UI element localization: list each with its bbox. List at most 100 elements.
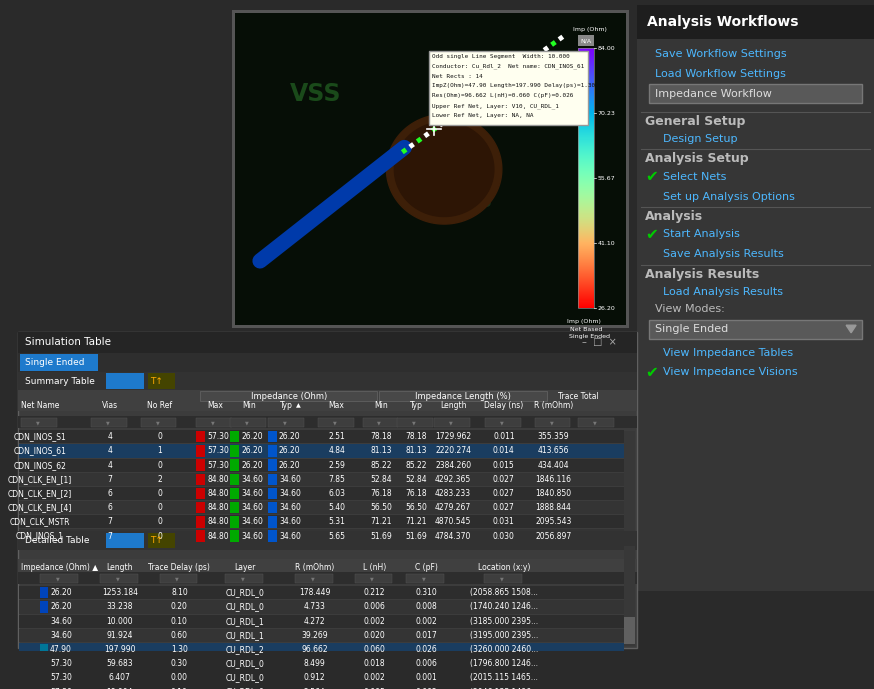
Bar [40,644,48,655]
Bar [100,574,137,584]
Text: VSS: VSS [290,81,342,105]
Text: 7: 7 [108,475,112,484]
Bar [197,502,205,513]
Bar [268,445,277,457]
Text: 413.656: 413.656 [538,446,569,455]
Text: 0.026: 0.026 [415,645,437,654]
Text: 0.10: 0.10 [171,617,188,626]
Text: 34.60: 34.60 [241,475,263,484]
Text: 71.21: 71.21 [406,517,427,526]
Text: Simulation Table: Simulation Table [25,337,111,347]
Text: 26.20: 26.20 [279,446,301,455]
Text: 0.212: 0.212 [364,588,385,597]
Text: CDN_INOS_1: CDN_INOS_1 [16,531,64,541]
Bar [230,488,239,499]
Text: CU_RDL_2: CU_RDL_2 [225,645,265,654]
Text: 4283.233: 4283.233 [435,489,471,498]
Text: 8.499: 8.499 [304,659,326,668]
Text: 4: 4 [108,432,112,441]
Bar [318,418,354,427]
Text: 34.60: 34.60 [279,517,301,526]
Text: 0.060: 0.060 [364,645,385,654]
Text: 2056.897: 2056.897 [536,531,572,541]
Text: 57.30: 57.30 [50,688,72,689]
Text: 0: 0 [157,489,162,498]
Text: CDN_CLK_EN_[4]: CDN_CLK_EN_[4] [8,503,73,512]
Text: (1740.240 1246...: (1740.240 1246... [470,602,538,611]
Text: 26.20: 26.20 [597,306,615,311]
Bar [19,615,624,628]
Text: Layer: Layer [234,563,256,572]
Text: 2: 2 [157,475,162,484]
Text: 84.80: 84.80 [207,531,229,541]
Text: 0.020: 0.020 [364,631,385,640]
Text: Upper Ref Net, Layer: V10, CU_RDL_1: Upper Ref Net, Layer: V10, CU_RDL_1 [432,103,559,109]
Text: ▼: ▼ [56,576,59,581]
Bar [19,671,624,684]
Text: 0.310: 0.310 [415,588,437,597]
Text: 7: 7 [108,531,112,541]
Bar [19,529,624,543]
Bar [40,574,78,584]
Text: 33.238: 33.238 [107,602,133,611]
Text: 55.67: 55.67 [597,176,615,181]
Text: 34.60: 34.60 [241,489,263,498]
Text: 84.80: 84.80 [207,503,229,512]
Bar [106,373,143,389]
Bar [18,371,637,391]
Text: 1846.116: 1846.116 [536,475,572,484]
Text: 8.10: 8.10 [171,588,188,597]
Text: 6: 6 [108,503,112,512]
Bar [18,531,637,551]
Text: 34.60: 34.60 [279,503,301,512]
Text: Impedance Workflow: Impedance Workflow [656,89,772,99]
Text: 26.20: 26.20 [279,432,301,441]
Text: 34.60: 34.60 [241,517,263,526]
Bar [230,502,239,513]
Text: 85.22: 85.22 [406,461,427,470]
Text: Analysis Setup: Analysis Setup [645,152,749,165]
Bar [637,5,874,39]
Text: 57.30: 57.30 [207,461,229,470]
Text: 0.030: 0.030 [493,531,515,541]
Text: ▼: ▼ [156,420,159,425]
Text: ▼: ▼ [378,420,381,425]
Text: 0.015: 0.015 [493,461,515,470]
Text: Single Ended: Single Ended [656,324,728,334]
Text: 81.13: 81.13 [406,446,427,455]
Text: Single Ended: Single Ended [25,358,85,367]
Text: CU_RDL_0: CU_RDL_0 [225,673,265,682]
Text: 0.002: 0.002 [364,673,385,682]
Text: 0: 0 [157,503,162,512]
Text: Length: Length [107,563,133,572]
Text: ▼: ▼ [422,576,426,581]
Text: 1.30: 1.30 [171,645,188,654]
Bar [18,332,637,353]
Text: 4279.267: 4279.267 [435,503,471,512]
Text: R (mOhm): R (mOhm) [295,563,335,572]
Text: 52.84: 52.84 [406,475,427,484]
Text: 1840.850: 1840.850 [536,489,572,498]
Text: 0.017: 0.017 [415,631,437,640]
Bar [19,487,624,500]
Bar [91,418,127,427]
Text: (3185.000 2395...: (3185.000 2395... [469,617,538,626]
Text: ▼: ▼ [241,576,245,581]
Text: Design Setup: Design Setup [663,134,738,144]
Text: Typ: Typ [410,401,423,410]
Text: 5.65: 5.65 [328,531,345,541]
Text: 0.10: 0.10 [171,688,188,689]
Text: 0: 0 [157,432,162,441]
Text: Detailed Table: Detailed Table [25,536,90,545]
Text: R (mOhm): R (mOhm) [534,401,573,410]
Bar [19,586,624,599]
Text: Typ: Typ [281,401,294,410]
Text: 71.21: 71.21 [371,517,392,526]
Text: 84.80: 84.80 [207,489,229,498]
Text: Min: Min [375,401,388,410]
Bar [40,601,48,613]
Bar [19,458,624,472]
Text: ▼: ▼ [333,420,336,425]
Text: 51.69: 51.69 [406,531,427,541]
Text: 57.30: 57.30 [50,673,72,682]
